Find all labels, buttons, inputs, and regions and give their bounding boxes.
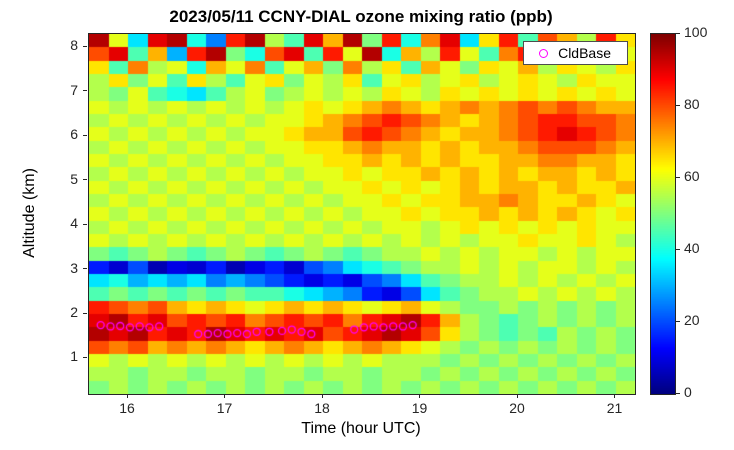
colorbar-tick-label: 0: [684, 384, 692, 400]
colorbar-tick-mark: [676, 320, 680, 322]
x-tick-mark: [224, 394, 225, 398]
x-tick-label: 18: [314, 400, 330, 416]
x-tick-mark: [516, 394, 518, 398]
heatmap-canvas: [89, 34, 635, 394]
y-tick-mark: [83, 356, 87, 358]
y-tick-label: 7: [70, 81, 78, 98]
x-tick-mark: [126, 394, 128, 398]
colorbar-tick-label: 20: [684, 312, 700, 328]
x-tick-mark: [321, 394, 323, 398]
x-tick-label: 17: [216, 400, 233, 416]
colorbar-canvas: [651, 34, 675, 394]
x-tick-label: 16: [119, 400, 135, 416]
y-tick-label: 3: [70, 259, 78, 276]
x-axis-label: Time (hour UTC): [301, 420, 421, 437]
x-tick-label: 20: [509, 400, 525, 416]
colorbar-tick-label: 40: [684, 240, 700, 256]
y-tick-label: 8: [70, 37, 78, 54]
legend-label: CldBase: [558, 45, 611, 61]
y-tick-mark: [83, 90, 87, 92]
x-tick-label: 21: [606, 400, 623, 416]
y-tick-label: 6: [70, 126, 78, 143]
y-tick-label: 1: [70, 348, 78, 365]
y-tick-mark: [83, 134, 87, 136]
chart-title: 2023/05/11 CCNY-DIAL ozone mixing ratio …: [169, 7, 553, 26]
y-tick-mark: [83, 312, 87, 314]
plot-area: CldBase: [88, 33, 636, 395]
y-tick-label: 5: [70, 170, 78, 187]
x-tick-mark: [419, 394, 420, 398]
colorbar-tick-mark: [676, 32, 680, 34]
y-axis-label: Altitude (km): [21, 168, 38, 258]
y-tick-label: 2: [70, 304, 78, 320]
legend: CldBase: [523, 41, 628, 65]
y-tick-mark: [83, 179, 87, 181]
colorbar-tick-label: 80: [684, 96, 700, 112]
y-tick-mark: [83, 223, 87, 225]
colorbar: [650, 33, 676, 395]
colorbar-tick-mark: [676, 392, 680, 394]
y-tick-mark: [83, 45, 87, 47]
colorbar-tick-label: 100: [684, 24, 708, 40]
colorbar-tick-label: 60: [684, 168, 700, 184]
colorbar-tick-mark: [676, 176, 680, 178]
colorbar-tick-mark: [676, 104, 680, 106]
x-tick-label: 19: [411, 400, 428, 416]
x-tick-mark: [614, 394, 615, 398]
colorbar-tick-mark: [676, 248, 680, 250]
y-tick-mark: [83, 268, 87, 270]
cldbase-marker-icon: [539, 48, 549, 58]
y-tick-label: 4: [70, 215, 78, 232]
